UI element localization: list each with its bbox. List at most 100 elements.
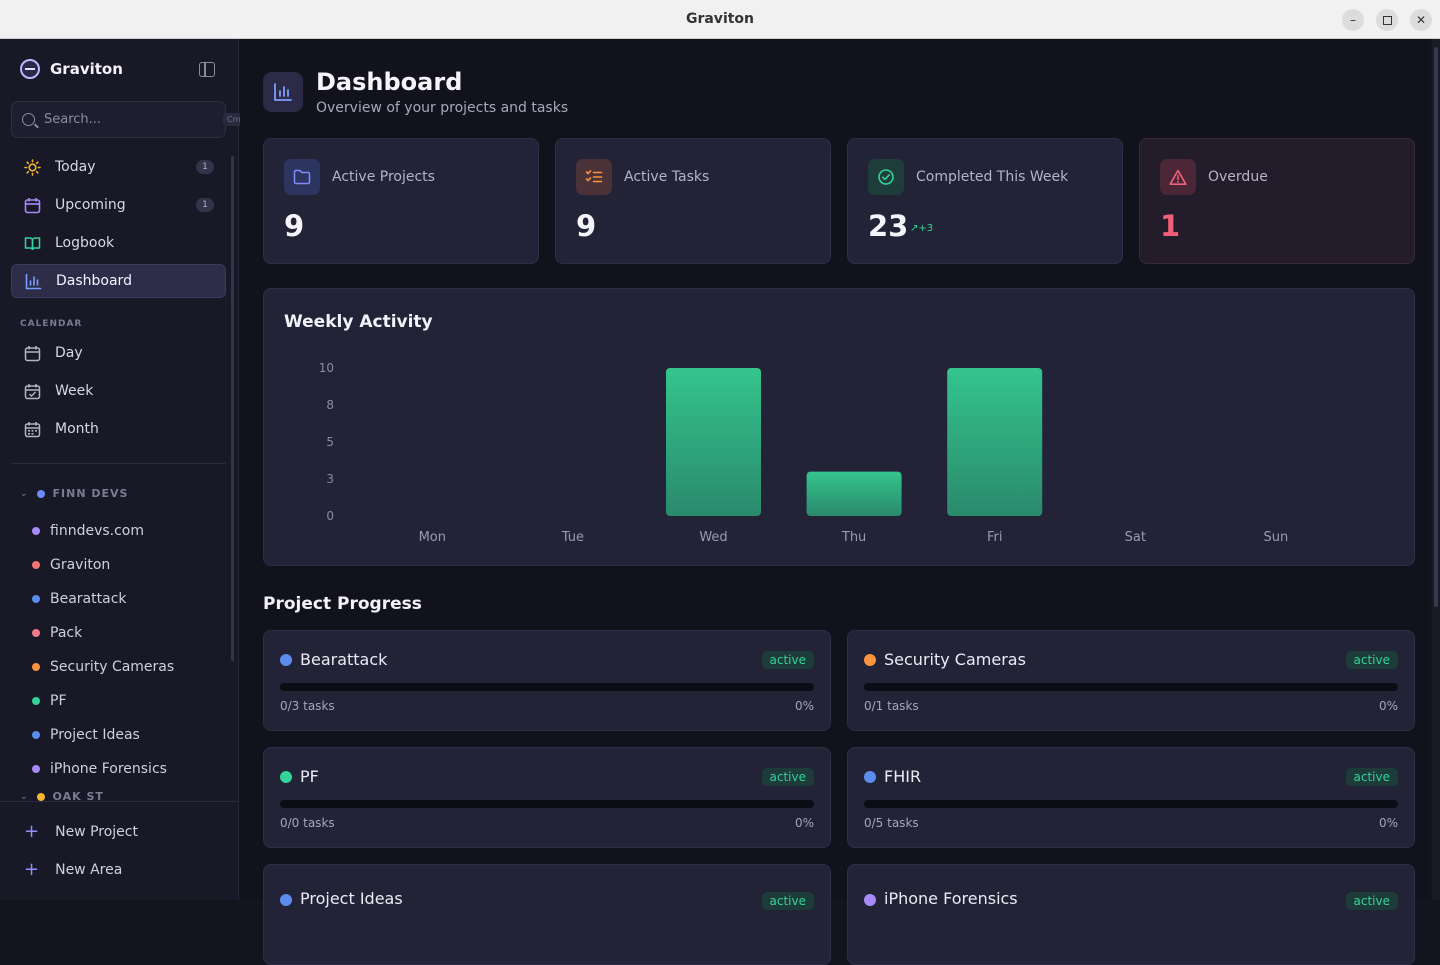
minimize-icon: – (1350, 13, 1356, 27)
y-tick-label: 0 (326, 509, 334, 523)
sidebar-project-finndevs[interactable]: finndevs.com (32, 514, 174, 548)
minimize-button[interactable]: – (1342, 9, 1364, 31)
project-label: Security Cameras (50, 659, 175, 675)
project-progress-title: Project Progress (263, 594, 422, 614)
sidebar-toggle-icon[interactable] (199, 62, 215, 77)
status-badge: active (1345, 651, 1398, 669)
main-scrollbar[interactable] (1432, 39, 1440, 900)
project-label: Pack (50, 625, 83, 641)
sidebar-project-graviton[interactable]: Graviton (32, 548, 174, 582)
graviton-logo-icon (20, 59, 40, 79)
nav-item-upcoming[interactable]: Upcoming 1 (11, 188, 226, 222)
nav-label: Upcoming (55, 197, 126, 213)
brand[interactable]: Graviton (20, 59, 123, 79)
project-label: Project Ideas (50, 727, 140, 743)
project-card-pf[interactable]: PF active 0/0 tasks 0% (263, 747, 831, 848)
sidebar: Graviton Cmd+K Today 1 Upcoming 1 Logboo… (0, 39, 262, 900)
nav-item-dashboard[interactable]: Dashboard (11, 264, 226, 298)
stat-label: Active Tasks (624, 169, 710, 185)
nav-item-month[interactable]: Month (11, 412, 226, 446)
calendar-day-icon (24, 345, 41, 362)
stat-label: Active Projects (332, 169, 435, 185)
status-badge: active (761, 651, 814, 669)
new-area-label: New Area (55, 862, 123, 878)
sidebar-project-iphone-forensics[interactable]: iPhone Forensics (32, 752, 174, 786)
search-input[interactable] (44, 112, 214, 127)
main-content: Dashboard Overview of your projects and … (240, 39, 1430, 965)
progress-percent: 0% (794, 699, 814, 713)
weekly-activity-card: Weekly Activity 10 8 5 3 0 Mon Tue Wed Thu Fri Sat… (263, 288, 1415, 566)
area-color-dot (36, 792, 45, 801)
area-header-oak-st[interactable]: ⌄ OAK ST (20, 790, 104, 803)
sidebar-project-project-ideas[interactable]: Project Ideas (32, 718, 174, 752)
bar-thu[interactable] (806, 471, 902, 516)
sidebar-project-security-cameras[interactable]: Security Cameras (32, 650, 174, 684)
sidebar-scrollbar[interactable] (231, 156, 234, 661)
new-area-button[interactable]: + New Area (24, 861, 122, 879)
area-name: FINN DEVS (52, 487, 129, 500)
progress-bar (864, 683, 1398, 691)
sidebar-footer: + New Project + New Area (0, 801, 238, 900)
bar-chart-icon (25, 273, 42, 290)
stat-value: 1 (1160, 209, 1181, 243)
calendar-month-icon (24, 421, 41, 438)
project-color-dot (32, 765, 40, 773)
x-tick-label: Sun (1264, 530, 1289, 545)
project-card-bearattack[interactable]: Bearattack active 0/3 tasks 0% (263, 630, 831, 731)
stat-value: 9 (284, 209, 305, 243)
x-tick-label: Fri (987, 530, 1003, 545)
project-color-dot (280, 654, 292, 666)
sidebar-project-bearattack[interactable]: Bearattack (32, 582, 174, 616)
project-name: iPhone Forensics (884, 889, 1018, 908)
area-name: OAK ST (52, 790, 104, 803)
progress-bar (280, 683, 814, 691)
page-subtitle: Overview of your projects and tasks (316, 99, 569, 116)
project-name: PF (300, 767, 319, 786)
plus-icon: + (24, 821, 40, 842)
nav-badge: 1 (196, 198, 214, 212)
stat-trend: ↗+3 (910, 223, 933, 234)
nav-label: Logbook (55, 235, 115, 251)
sidebar-project-pf[interactable]: PF (32, 684, 174, 718)
sidebar-project-pack[interactable]: Pack (32, 616, 174, 650)
x-tick-label: Thu (841, 530, 866, 545)
nav-item-day[interactable]: Day (11, 336, 226, 370)
stat-label: Overdue (1208, 169, 1268, 185)
x-tick-label: Wed (699, 530, 727, 545)
calendar-section-label: CALENDAR (20, 319, 83, 329)
bar-fri[interactable] (947, 368, 1043, 516)
calendar-icon (24, 197, 41, 214)
area-header-finn-devs[interactable]: ⌄ FINN DEVS (20, 487, 128, 500)
project-card-fhir[interactable]: FHIR active 0/5 tasks 0% (847, 747, 1415, 848)
sidebar-divider (11, 463, 226, 464)
brand-name: Graviton (50, 60, 123, 78)
project-card-iphone-forensics[interactable]: iPhone Forensics active (847, 864, 1415, 965)
stat-label: Completed This Week (916, 169, 1069, 185)
project-color-dot (864, 654, 876, 666)
nav-item-logbook[interactable]: Logbook (11, 226, 226, 260)
search-box[interactable]: Cmd+K (11, 101, 262, 138)
chevron-down-icon: ⌄ (20, 791, 29, 802)
project-color-dot (32, 527, 40, 535)
nav-item-week[interactable]: Week (11, 374, 226, 408)
maximize-button[interactable] (1376, 9, 1398, 31)
page-title: Dashboard (316, 68, 463, 96)
bar-wed[interactable] (666, 368, 761, 516)
checklist-icon (576, 159, 612, 195)
area-color-dot (36, 489, 45, 498)
progress-bar (280, 800, 814, 808)
project-card-project-ideas[interactable]: Project Ideas active (263, 864, 831, 965)
project-label: finndevs.com (50, 523, 144, 539)
folder-icon (284, 159, 320, 195)
close-button[interactable]: ✕ (1410, 9, 1432, 31)
page-header: Dashboard Overview of your projects and … (263, 68, 569, 116)
nav-label: Day (55, 345, 83, 361)
new-project-label: New Project (55, 824, 138, 840)
project-card-security-cameras[interactable]: Security Cameras active 0/1 tasks 0% (847, 630, 1415, 731)
project-name: Security Cameras (884, 650, 1026, 669)
stat-card-active-projects: Active Projects 9 (263, 138, 539, 264)
task-count: 0/0 tasks (280, 816, 335, 830)
new-project-button[interactable]: + New Project (24, 823, 138, 841)
project-name: Bearattack (300, 650, 388, 669)
nav-item-today[interactable]: Today 1 (11, 150, 226, 184)
